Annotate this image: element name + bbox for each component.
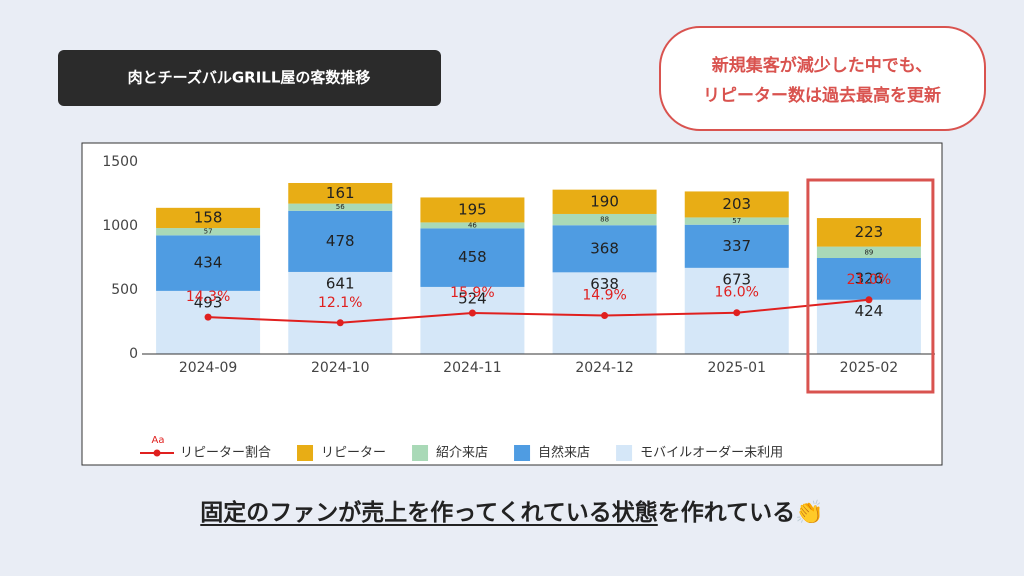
bar-segment: [156, 207, 261, 229]
line-point: [601, 312, 609, 320]
data-label: 434: [194, 254, 223, 272]
legend-swatch: [616, 445, 633, 461]
callout-line: 新規集客が減少した中でも、: [712, 55, 933, 76]
line-point: [468, 309, 476, 317]
bar-segment: [816, 218, 921, 247]
legend-label: リピーター: [321, 446, 386, 461]
data-label: 203: [722, 195, 751, 213]
bar-segment: [420, 197, 525, 223]
legend-swatch: [412, 445, 429, 461]
line: [208, 298, 870, 324]
x-tick-label: 2024-10: [311, 360, 370, 376]
data-label: 223: [855, 223, 884, 241]
bar-segment: [420, 228, 525, 287]
data-label: 424: [855, 302, 884, 320]
x-tick-label: 2024-09: [179, 360, 238, 376]
title-box: [58, 50, 441, 106]
data-label: 190: [590, 192, 619, 210]
bar-segment: [156, 228, 261, 236]
title: 肉とチーズバルGRILL屋の客数推移: [128, 69, 371, 87]
line-point: [865, 296, 873, 304]
caption-rest: を作れている👏: [657, 500, 824, 526]
line-label: 14.3%: [186, 289, 230, 305]
line-point: [336, 319, 344, 327]
data-label: 638: [590, 275, 619, 293]
legend-label: リピーター割合: [180, 445, 271, 461]
callout-line: リピーター数は過去最高を更新: [703, 85, 941, 106]
data-label: 641: [326, 274, 355, 292]
line-label: 16.0%: [715, 285, 759, 301]
bar-segment: [816, 258, 921, 300]
x-tick-label: 2024-12: [575, 360, 634, 376]
y-tick-label: 500: [111, 282, 138, 298]
line-label: 21.0%: [847, 272, 891, 288]
legend-label: 紹介来店: [436, 446, 488, 461]
data-label: 493: [194, 293, 223, 311]
line-label: 14.9%: [582, 288, 626, 304]
x-tick-label: 2025-02: [840, 360, 899, 376]
bar-segment: [816, 299, 921, 354]
chart: 050010001500493434571582024-096414785616…: [102, 154, 935, 461]
caption-underlined: 固定のファンが売上を作ってくれている状態: [200, 500, 658, 526]
legend-dot: [153, 449, 161, 457]
y-tick-label: 1000: [102, 218, 138, 234]
legend-swatch: [297, 445, 314, 461]
bar-segment: [288, 210, 393, 272]
data-label: 524: [458, 289, 487, 307]
data-label: 57: [204, 228, 213, 236]
y-tick-label: 1500: [102, 154, 138, 170]
bar-segment: [288, 203, 393, 211]
y-tick-label: 0: [129, 346, 138, 362]
data-label: 161: [326, 184, 355, 202]
bar-segment: [288, 182, 393, 204]
data-label: 337: [722, 237, 751, 255]
data-label: 673: [722, 270, 751, 288]
x-tick-label: 2025-01: [708, 360, 767, 376]
legend-line-label: Aa: [152, 435, 165, 446]
bar-segment: [420, 222, 525, 229]
bar-segment: [684, 191, 789, 218]
legend-label: モバイルオーダー未利用: [640, 446, 783, 461]
line-point: [733, 309, 741, 317]
x-tick-label: 2024-11: [443, 360, 502, 376]
bar-segment: [156, 290, 261, 354]
data-label: 158: [194, 208, 223, 226]
data-label: 326: [855, 269, 884, 287]
data-label: 195: [458, 200, 487, 218]
data-label: 478: [326, 232, 355, 250]
bar-segment: [156, 235, 261, 291]
bar-segment: [684, 224, 789, 268]
legend-label: 自然来店: [538, 445, 590, 461]
bar-segment: [552, 213, 657, 226]
line-label: 15.9%: [450, 285, 494, 301]
data-label: 458: [458, 248, 487, 266]
bar-segment: [420, 286, 525, 354]
bar-segment: [684, 217, 789, 225]
callout-bubble: [659, 26, 986, 131]
line-point: [204, 313, 212, 321]
bar-segment: [816, 246, 921, 258]
bar-segment: [552, 225, 657, 273]
data-label: 46: [468, 221, 477, 229]
data-label: 56: [336, 203, 345, 211]
bar-segment: [552, 189, 657, 214]
data-label: 57: [732, 217, 741, 225]
caption: 固定のファンが売上を作ってくれている状態を作れている👏: [0, 493, 1024, 527]
data-label: 368: [590, 239, 619, 257]
bar-segment: [288, 271, 393, 354]
line-label: 12.1%: [318, 295, 362, 311]
highlight-box: [806, 178, 935, 394]
data-label: 89: [864, 248, 873, 256]
data-label: 88: [600, 216, 609, 224]
legend-swatch: [514, 445, 531, 461]
